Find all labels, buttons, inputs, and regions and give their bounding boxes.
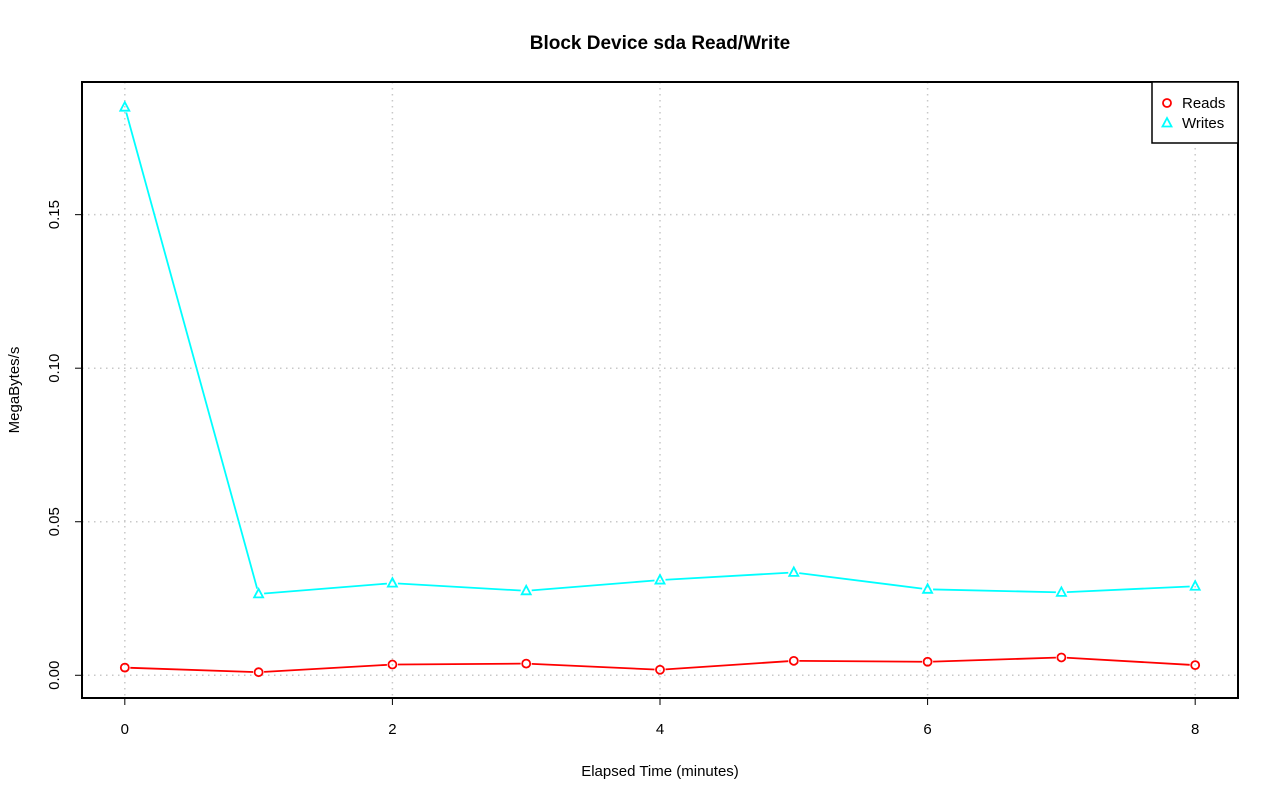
series-line-segment: [933, 588, 1056, 594]
x-axis-label: Elapsed Time (minutes): [581, 763, 739, 780]
series-layer: [118, 100, 1202, 678]
y-tick-label: 0.10: [46, 354, 63, 383]
data-point: [1190, 660, 1201, 671]
data-point: [921, 582, 934, 594]
series-reads: [119, 652, 1201, 678]
series-line-segment: [665, 571, 789, 581]
series-line-segment: [125, 112, 259, 589]
data-point: [922, 656, 933, 667]
legend-label-writes: Writes: [1182, 115, 1224, 132]
data-point: [521, 658, 532, 669]
data-point: [1189, 579, 1202, 591]
legend-marker-writes: [1161, 116, 1173, 128]
series-line-segment: [264, 663, 387, 673]
data-point: [386, 576, 399, 588]
series-line-segment: [397, 582, 521, 592]
x-tick-label: 0: [121, 721, 129, 738]
series-line-segment: [130, 666, 254, 673]
series-line-segment: [531, 579, 655, 592]
data-point: [520, 583, 533, 596]
data-point: [787, 565, 800, 577]
x-tick-label: 4: [656, 721, 664, 738]
series-line-segment: [799, 659, 923, 663]
series-line-segment: [1066, 585, 1190, 594]
data-point: [118, 100, 131, 112]
x-tick-label: 8: [1191, 721, 1199, 738]
chart-title: Block Device sda Read/Write: [530, 33, 790, 54]
data-point: [1056, 652, 1067, 663]
series-line-segment: [665, 660, 789, 671]
data-point: [387, 659, 398, 670]
data-point: [654, 573, 666, 585]
x-tick-label: 2: [388, 721, 396, 738]
data-point: [655, 664, 665, 675]
series-writes: [118, 100, 1202, 599]
series-line-segment: [799, 572, 923, 590]
legend-label-reads: Reads: [1182, 95, 1225, 112]
grid: [82, 82, 1238, 698]
series-line-segment: [264, 582, 387, 595]
y-tick-label: 0.15: [46, 200, 63, 229]
series-line-segment: [531, 662, 655, 671]
y-axis-label: MegaBytes/s: [6, 347, 23, 434]
data-point: [1055, 585, 1068, 597]
data-point: [788, 655, 799, 666]
legend-marker-reads: [1162, 98, 1172, 108]
legend: Reads Writes: [1151, 81, 1239, 144]
y-tick-label: 0.00: [46, 661, 63, 690]
axes: 0 2 4 6 8 0.00 0.05 0.10 0.15: [46, 200, 1199, 738]
data-point: [119, 662, 130, 673]
series-line-segment: [397, 662, 521, 666]
y-tick-label: 0.05: [46, 507, 63, 536]
series-line-segment: [933, 656, 1056, 663]
data-point: [252, 586, 265, 599]
legend-box: [1151, 81, 1239, 144]
data-point: [253, 667, 264, 678]
x-tick-label: 6: [923, 721, 931, 738]
series-line-segment: [1066, 656, 1190, 666]
plot-frame: [81, 81, 1239, 699]
